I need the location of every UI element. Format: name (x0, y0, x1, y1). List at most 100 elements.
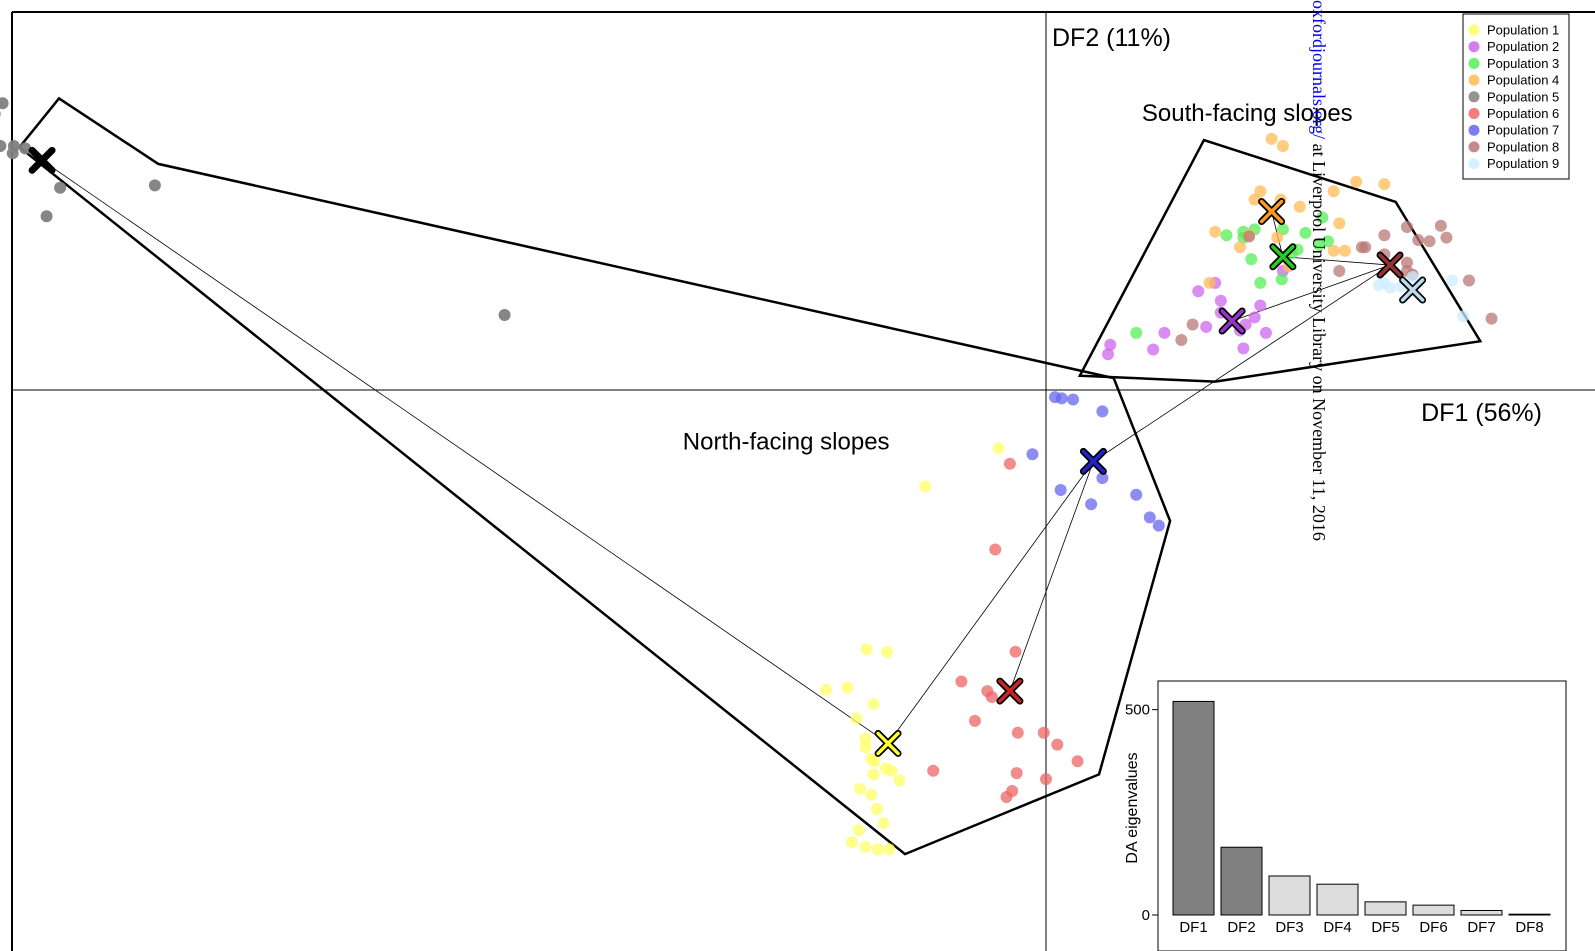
population-2-point (1102, 348, 1115, 361)
legend-label-population-8: Population 8 (1487, 139, 1559, 154)
population-5-point (19, 142, 32, 155)
tree-edge (1009, 461, 1094, 692)
tree-edge (887, 461, 1094, 744)
centroid-tree (41, 160, 1413, 744)
inset-ylabel: DA eigenvalues (1124, 752, 1141, 863)
population-2-point (1254, 299, 1267, 312)
population-1-point (867, 768, 880, 781)
population-2-point (1259, 326, 1272, 339)
population-8-point (1412, 234, 1425, 247)
population-2-point (1214, 294, 1227, 307)
legend-label-population-9: Population 9 (1487, 156, 1559, 171)
population-1-point (865, 788, 878, 801)
population-6-point (1003, 457, 1016, 470)
population-1-point (871, 843, 884, 856)
eigen-bar-label: DF6 (1419, 919, 1447, 936)
population-1-point (868, 755, 881, 768)
population-8-point (1333, 265, 1346, 277)
population-4-centroid (1258, 198, 1286, 225)
population-1-point (867, 698, 880, 711)
population-2-point (1104, 338, 1117, 351)
population-6-point (1071, 755, 1084, 768)
population-8-point (1400, 220, 1413, 233)
legend-label-population-7: Population 7 (1487, 123, 1559, 138)
tree-edge (1282, 256, 1391, 266)
legend-swatch-population-2 (1468, 41, 1480, 53)
population-3-point (1312, 238, 1325, 251)
eigen-bar-df6 (1412, 904, 1455, 916)
population-4-point (1378, 178, 1391, 191)
population-4-point (1203, 276, 1216, 289)
population-2-point (1237, 342, 1250, 355)
population-6-point (955, 675, 968, 688)
centroid-markers (28, 146, 1427, 757)
eigen-bar-label: DF8 (1515, 919, 1543, 936)
population-1-point (860, 643, 873, 656)
population-7-point (1085, 498, 1098, 511)
population-3-point (1299, 226, 1312, 239)
population-9-point (1446, 274, 1459, 287)
population-8-point (1359, 241, 1372, 254)
population-9-centroid (1399, 276, 1427, 304)
population-7-point (1026, 448, 1039, 461)
population-7-point (1067, 393, 1080, 406)
population-3-point (1316, 211, 1329, 224)
population-4-point (1271, 231, 1284, 244)
population-1-point (852, 824, 865, 837)
inset-ytick-label: 500 (1125, 702, 1150, 719)
eigen-bar-df7 (1460, 909, 1503, 916)
tree-edge (41, 160, 889, 744)
population-7-point (1096, 472, 1109, 485)
tree-edge (1231, 264, 1391, 322)
eigen-bar-df1 (1172, 700, 1215, 916)
eigen-bar-df8 (1508, 913, 1551, 916)
legend-swatch-population-6 (1468, 108, 1480, 119)
population-8-centroid (1376, 251, 1404, 279)
population-6-point (985, 691, 998, 704)
population-1-point (992, 442, 1005, 455)
inset-ytick-label: 0 (1142, 907, 1150, 924)
population-1-point (845, 836, 858, 849)
tree-edge (1093, 264, 1391, 462)
inset-frame (1157, 680, 1567, 951)
population-6-centroid (996, 677, 1024, 705)
population-8-point (1434, 219, 1447, 232)
watermark-link[interactable]: oxfordjournals.org/ (1309, 0, 1329, 139)
population-6-point (1040, 773, 1052, 786)
population-1-point (877, 817, 890, 830)
population-4-point (1265, 132, 1278, 145)
population-4-point (1234, 241, 1247, 254)
population-4-point (1338, 244, 1351, 257)
south-slopes-label: South-facing slopes (1142, 100, 1353, 127)
population-7-point (1152, 519, 1165, 532)
population-3-point (1245, 253, 1258, 266)
population-5-point (40, 210, 53, 223)
population-8-point (1400, 256, 1413, 269)
population-6-point (989, 543, 1002, 556)
population-1-point (859, 741, 872, 753)
legend-swatch-population-1 (1468, 24, 1480, 36)
population-1-point (841, 681, 854, 694)
population-7-point (1130, 488, 1143, 501)
eigen-bar-label: DF7 (1467, 919, 1495, 936)
legend-swatch-population-8 (1468, 141, 1480, 153)
north-slopes-hull (17, 96, 1172, 856)
population-1-point (885, 764, 898, 777)
legend-label-population-6: Population 6 (1487, 106, 1559, 121)
population-8-point (1243, 230, 1256, 243)
population-8-point (1378, 229, 1391, 242)
south-slopes-hull (1077, 138, 1483, 383)
legend-label-population-2: Population 2 (1487, 39, 1559, 54)
population-1-point (859, 840, 872, 853)
population-3-point (1130, 326, 1143, 339)
population-3-point (1322, 235, 1334, 248)
eigen-bar-label: DF5 (1371, 919, 1399, 936)
population-5-point (498, 309, 511, 322)
population-5-point (54, 181, 67, 194)
legend-box (1462, 13, 1570, 180)
population-5-centroid (28, 146, 56, 174)
population-1-point (859, 732, 872, 745)
population-5-point (0, 97, 9, 110)
